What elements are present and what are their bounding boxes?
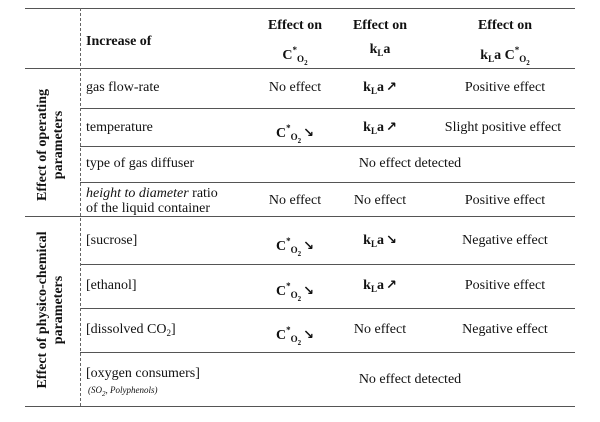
r5-col2: kLa ↘ xyxy=(363,233,397,249)
r2-col3: Slight positive effect xyxy=(444,120,562,135)
param-temperature: temperature xyxy=(86,120,153,135)
arrow-down-right-icon: ↘ xyxy=(385,233,397,248)
r7-col3: Negative effect xyxy=(462,322,548,337)
header-col1-symbol: C*O2 xyxy=(282,45,308,67)
r2-col2: kLa ↗ xyxy=(363,120,397,136)
arrow-down-right-icon: ↘ xyxy=(303,328,315,343)
r2-col1: C*O2 ↘ xyxy=(275,123,315,145)
param-height-diameter-line2: of the liquid container xyxy=(86,201,211,216)
r1-col2: kLa ↗ xyxy=(363,80,397,96)
row-divider xyxy=(80,108,575,109)
r5-col1: C*O2 ↘ xyxy=(275,236,315,258)
arrow-up-right-icon: ↗ xyxy=(385,120,397,135)
r1-col3: Positive effect xyxy=(464,80,546,95)
header-bottom-rule xyxy=(25,68,575,69)
group-label-physico-line2: parameters xyxy=(51,275,66,345)
param-oxygen-consumers-note: (SO2, Polyphenols) xyxy=(88,385,158,398)
row-divider xyxy=(80,264,575,265)
column-divider xyxy=(80,8,81,406)
header-col3-label: Effect on xyxy=(477,18,533,33)
param-height-diameter: height to diameter ratio xyxy=(86,186,218,201)
arrow-up-right-icon: ↗ xyxy=(385,80,397,95)
arrow-down-right-icon: ↘ xyxy=(303,284,315,299)
r3-span: No effect detected xyxy=(358,156,462,171)
r7-col2: No effect xyxy=(353,322,407,337)
header-col3-symbol: kLa C*O2 xyxy=(480,45,530,67)
header-col2-symbol: kLa xyxy=(369,42,391,58)
row-divider xyxy=(80,146,575,147)
row-divider xyxy=(80,352,575,353)
header-increase-of: Increase of xyxy=(86,34,152,49)
r4-col1: No effect xyxy=(268,193,322,208)
r1-col1: No effect xyxy=(268,80,322,95)
r6-col2: kLa ↗ xyxy=(363,278,397,294)
param-ethanol: [ethanol] xyxy=(86,278,137,293)
row-divider xyxy=(80,308,575,309)
param-gas-diffuser: type of gas diffuser xyxy=(86,156,195,171)
arrow-down-right-icon: ↘ xyxy=(303,126,315,141)
row-divider xyxy=(80,182,575,183)
param-oxygen-consumers: [oxygen consumers] xyxy=(86,366,200,381)
group-label-operating-line1: Effect of operating xyxy=(35,89,50,201)
group-label-physico-line1: Effect of physico-chemical xyxy=(35,231,50,389)
group-label-operating-line2: parameters xyxy=(51,110,66,180)
param-dissolved-co2: [dissolved CO2] xyxy=(86,322,176,338)
header-col1-label: Effect on xyxy=(267,18,323,33)
r4-col3: Positive effect xyxy=(464,193,546,208)
r7-col1: C*O2 ↘ xyxy=(275,325,315,347)
r4-col2: No effect xyxy=(353,193,407,208)
header-col2-label: Effect on xyxy=(352,18,408,33)
param-sucrose: [sucrose] xyxy=(86,233,138,248)
r6-col1: C*O2 ↘ xyxy=(275,281,315,303)
group-label-operating: Effect of operating parameters xyxy=(35,70,71,220)
param-gas-flow-rate: gas flow-rate xyxy=(86,80,160,95)
r6-col3: Positive effect xyxy=(464,278,546,293)
table-bottom-rule xyxy=(25,406,575,407)
arrow-down-right-icon: ↘ xyxy=(303,239,315,254)
group-label-physico: Effect of physico-chemical parameters xyxy=(35,200,71,420)
group-divider xyxy=(25,216,575,217)
r5-col3: Negative effect xyxy=(462,233,548,248)
table-top-rule xyxy=(25,8,575,9)
arrow-up-right-icon: ↗ xyxy=(385,278,397,293)
r8-span: No effect detected xyxy=(358,372,462,387)
